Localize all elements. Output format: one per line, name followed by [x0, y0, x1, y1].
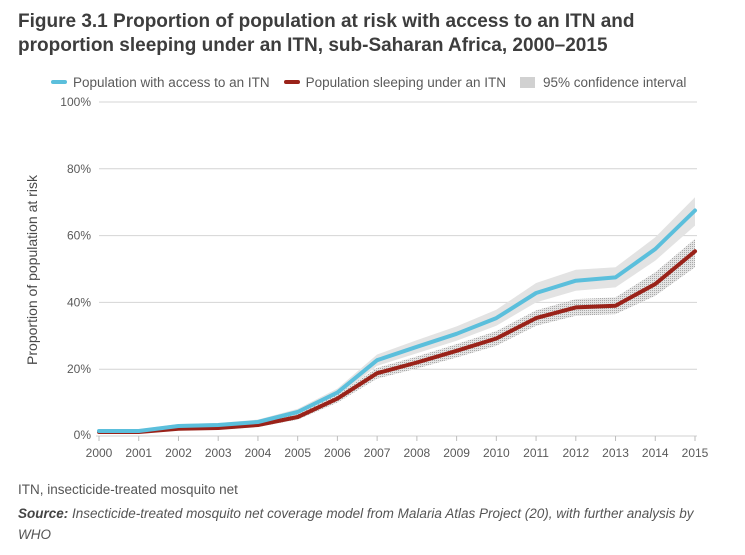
- legend-label-access: Population with access to an ITN: [73, 74, 270, 90]
- legend-label-ci: 95% confidence interval: [543, 74, 687, 90]
- source-text: Insecticide-treated mosquito net coverag…: [18, 506, 694, 542]
- y-tick-label: 100%: [60, 95, 91, 109]
- x-axis: 2000 2001 2002 2003 2004 2005 2006 2007 2008 2009…: [86, 435, 709, 460]
- x-tick-label: 2002: [165, 446, 192, 460]
- legend-swatch-ci: [520, 76, 535, 88]
- legend: Population with access to an ITN Populat…: [51, 73, 700, 91]
- confidence-bands: [99, 197, 695, 434]
- x-tick-label: 2006: [324, 446, 351, 460]
- y-tick-label: 60%: [67, 229, 91, 243]
- legend-item-access: Population with access to an ITN: [51, 75, 270, 90]
- x-tick-label: 2009: [443, 446, 470, 460]
- y-tick-label: 0%: [74, 428, 92, 442]
- x-tick-label: 2010: [483, 446, 510, 460]
- x-tick-label: 2003: [205, 446, 232, 460]
- x-tick-label: 2014: [642, 446, 669, 460]
- legend-label-sleeping: Population sleeping under an ITN: [305, 74, 506, 90]
- y-tick-label: 40%: [67, 295, 91, 309]
- x-tick-label: 2008: [404, 446, 431, 460]
- legend-swatch-sleeping: [283, 80, 300, 84]
- series-lines: [97, 208, 697, 434]
- y-axis-label: Proportion of population at risk: [24, 174, 40, 365]
- legend-item-ci: 95% confidence interval: [520, 75, 686, 90]
- x-tick-label: 2001: [125, 446, 152, 460]
- y-axis-ticks: 0% 20% 40% 60% 80% 100%: [60, 95, 91, 442]
- y-tick-label: 80%: [67, 162, 91, 176]
- x-tick-label: 2013: [602, 446, 629, 460]
- series-line-sleeping: [97, 249, 697, 434]
- x-tick-label: 2000: [86, 446, 113, 460]
- source-note: Source: Insecticide-treated mosquito net…: [18, 503, 718, 545]
- x-tick-label: 2011: [523, 446, 549, 460]
- x-tick-label: 2004: [245, 446, 272, 460]
- gridlines: [99, 101, 697, 370]
- x-tick-label: 2007: [364, 446, 391, 460]
- legend-swatch-access: [51, 80, 67, 84]
- line-chart: 0%20%40%60%80%100% 2000 2001 2002 2003 2004 2…: [24, 95, 709, 460]
- x-tick-label: 2012: [562, 446, 589, 460]
- abbreviation-note: ITN, insecticide-treated mosquito net: [18, 482, 238, 497]
- ci-band-access: [99, 197, 695, 433]
- chart-title: Figure 3.1 Proportion of population at r…: [18, 11, 635, 56]
- legend-item-sleeping: Population sleeping under an ITN: [283, 74, 506, 90]
- source-prefix: Source:: [18, 506, 69, 521]
- y-tick-label: 20%: [67, 362, 91, 376]
- x-tick-label: 2015: [682, 446, 709, 460]
- x-tick-label: 2005: [284, 446, 311, 460]
- series-line-access: [97, 208, 697, 433]
